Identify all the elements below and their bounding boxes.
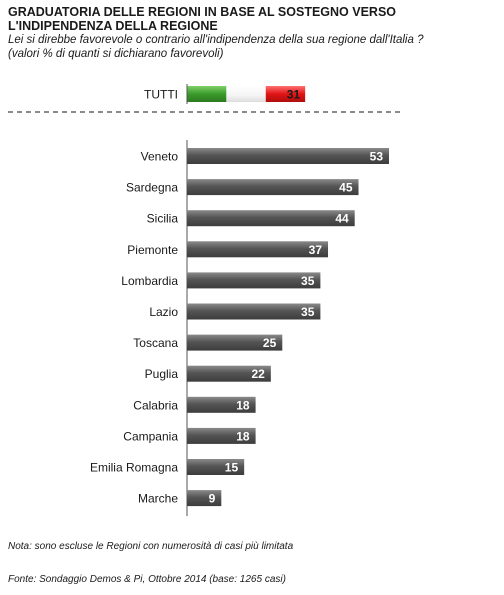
chart-title-line-1: GRADUATORIA DELLE REGIONI IN BASE AL SOS…: [8, 5, 397, 19]
category-label: Puglia: [145, 367, 179, 381]
bar-value-label: 44: [335, 212, 349, 226]
total-label: TUTTI: [144, 88, 178, 102]
category-label: Sicilia: [147, 212, 179, 226]
bar-value-label: 35: [301, 305, 315, 319]
bar-value-label: 25: [263, 336, 277, 350]
category-label: Sardegna: [126, 181, 178, 195]
bar-value-label: 9: [209, 492, 216, 506]
chart-title: GRADUATORIA DELLE REGIONI IN BASE AL SOS…: [8, 5, 498, 33]
total-value-label: 31: [287, 88, 301, 102]
bar: [187, 303, 321, 320]
bar: [187, 396, 256, 413]
total-bar-white: [226, 86, 266, 102]
chart-subtitle: Lei si direbbe favorevole o contrario al…: [8, 33, 498, 61]
bar-value-label: 35: [301, 274, 315, 288]
bar: [187, 210, 355, 227]
category-label: Lazio: [149, 305, 178, 319]
category-label: Calabria: [133, 398, 178, 412]
total-bar-red: [265, 86, 306, 102]
bar-value-label: 18: [236, 398, 250, 412]
chart-subtitle-line-1: Lei si direbbe favorevole o contrario al…: [8, 34, 424, 46]
bar: [187, 241, 329, 258]
chart-subtitle-line-2: (valori % di quanti si dichiarano favore…: [8, 48, 224, 60]
category-label: Campania: [123, 429, 178, 443]
bar: [187, 334, 283, 351]
bar: [187, 490, 222, 507]
category-label: Marche: [138, 492, 178, 506]
category-label: Toscana: [133, 336, 178, 350]
bar: [187, 148, 389, 164]
bar-value-label: 18: [236, 429, 250, 443]
bar-value-label: 22: [251, 367, 265, 381]
bar-value-label: 37: [309, 243, 323, 257]
category-label: Veneto: [141, 150, 179, 164]
bar: [187, 459, 245, 475]
total-bar-green: [187, 86, 227, 102]
footnote: Nota: sono escluse le Regioni con numero…: [8, 541, 294, 552]
bar: [187, 179, 359, 196]
bar: [187, 365, 271, 382]
source-note: Fonte: Sondaggio Demos & Pi, Ottobre 201…: [8, 574, 286, 585]
bar: [187, 427, 256, 444]
category-label: Emilia Romagna: [90, 461, 178, 475]
category-label: Lombardia: [121, 274, 178, 288]
bar-value-label: 53: [370, 150, 384, 164]
chart-title-line-2: L'INDIPENDENZA DELLA REGIONE: [8, 19, 218, 33]
bar-value-label: 15: [225, 461, 239, 475]
bar-value-label: 45: [339, 181, 353, 195]
bar: [187, 272, 321, 289]
category-label: Piemonte: [127, 243, 178, 257]
